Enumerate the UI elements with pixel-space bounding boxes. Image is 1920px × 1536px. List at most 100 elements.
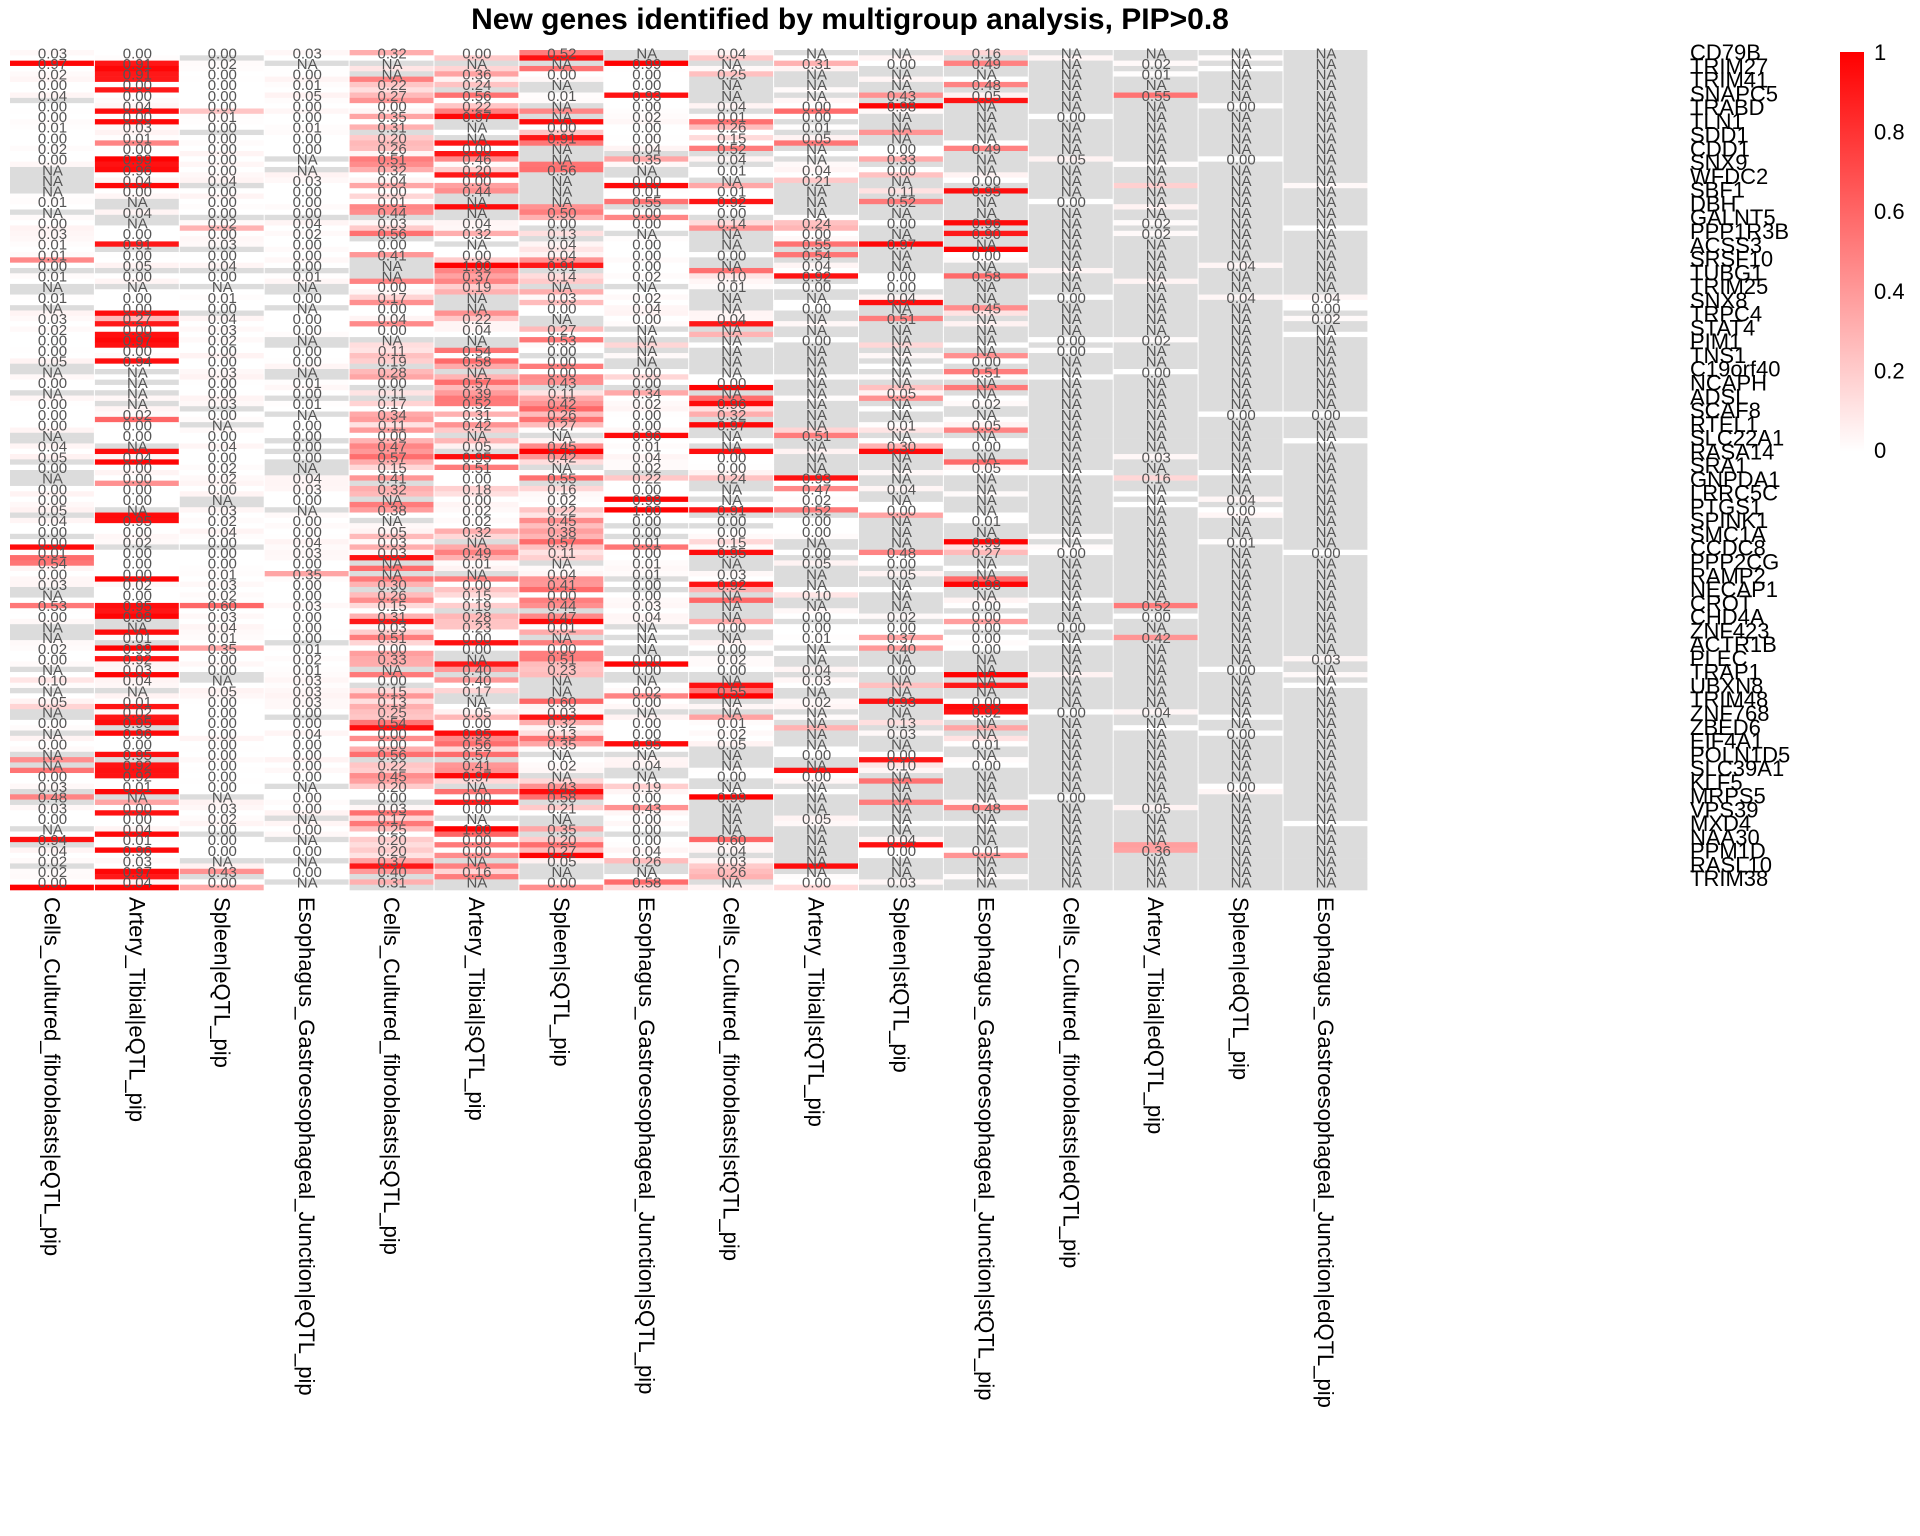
heatmap-cell — [1198, 299, 1283, 306]
heatmap-cell — [774, 363, 858, 370]
heatmap-cell — [1113, 422, 1198, 428]
heatmap-cell — [1028, 778, 1113, 784]
heatmap-cell — [10, 608, 94, 614]
heatmap-cell — [349, 634, 434, 641]
heatmap-cell — [179, 746, 264, 753]
heatmap-cell — [179, 124, 264, 131]
heatmap-cell — [604, 879, 689, 885]
heatmap-cell — [1198, 294, 1283, 301]
heatmap-cell — [689, 698, 774, 705]
heatmap-cell — [859, 209, 943, 216]
heatmap-cell — [1113, 470, 1198, 476]
heatmap-cell — [1113, 794, 1198, 800]
heatmap-cell — [604, 661, 689, 668]
heatmap-cell — [1028, 868, 1113, 875]
cell-value-label: 0.02 — [1142, 56, 1171, 73]
heatmap-cell — [774, 544, 858, 551]
heatmap-cell — [604, 363, 689, 370]
heatmap-cell — [434, 305, 519, 311]
heatmap-cell — [179, 156, 264, 162]
heatmap-cell — [689, 757, 774, 763]
heatmap-cell — [519, 735, 604, 742]
heatmap-cell — [519, 528, 604, 535]
heatmap-cell — [1283, 852, 1368, 859]
heatmap-cell — [774, 879, 858, 885]
heatmap-cell — [774, 767, 858, 774]
heatmap-cell — [689, 634, 774, 641]
heatmap-cell — [1198, 262, 1283, 269]
heatmap-cell — [859, 698, 943, 705]
heatmap-cell — [349, 618, 434, 625]
heatmap-cell — [519, 656, 604, 662]
heatmap-cell — [94, 278, 179, 285]
heatmap-cell — [604, 517, 689, 524]
heatmap-cell — [1198, 703, 1283, 710]
heatmap-cell — [1113, 714, 1198, 721]
heatmap-cell — [434, 586, 519, 593]
heatmap-cell — [1113, 262, 1198, 269]
heatmap-cell — [1283, 544, 1368, 551]
heatmap-cell — [519, 677, 604, 683]
heatmap-cell — [859, 257, 943, 263]
heatmap-cell — [1198, 305, 1283, 311]
heatmap-cell — [774, 384, 858, 391]
heatmap-cell — [519, 182, 604, 189]
heatmap-cell — [434, 858, 519, 864]
heatmap-cell — [264, 842, 349, 848]
heatmap-cell — [1028, 358, 1113, 364]
heatmap-cell — [1283, 735, 1368, 742]
heatmap-cell — [519, 847, 604, 854]
heatmap-cell — [349, 278, 434, 285]
heatmap-cell — [689, 804, 774, 811]
heatmap-cell — [434, 661, 519, 668]
heatmap-cell — [774, 464, 858, 471]
heatmap-cell — [1283, 592, 1368, 598]
heatmap-cell — [94, 571, 179, 577]
heatmap-cell — [179, 884, 264, 891]
heatmap-cell — [774, 342, 858, 349]
heatmap-cell — [349, 842, 434, 848]
heatmap-cell — [689, 166, 774, 173]
heatmap-cell — [10, 523, 94, 529]
heatmap-cell — [519, 533, 604, 540]
heatmap-cell — [94, 400, 179, 407]
heatmap-cell — [1113, 321, 1198, 327]
heatmap-cell — [943, 422, 1028, 428]
heatmap-cell — [94, 879, 179, 885]
heatmap-cell — [179, 76, 264, 83]
heatmap-cell — [94, 672, 179, 678]
heatmap-cell — [349, 273, 434, 279]
heatmap-cell — [604, 257, 689, 263]
cell-value-label: 0.31 — [802, 56, 831, 73]
heatmap-cell — [943, 454, 1028, 460]
heatmap-cell — [1028, 432, 1113, 439]
heatmap-cell — [519, 305, 604, 311]
heatmap-cell — [10, 661, 94, 668]
heatmap-cell — [519, 267, 604, 274]
heatmap-cell — [264, 586, 349, 593]
heatmap-cell — [604, 693, 689, 699]
heatmap-cell — [179, 214, 264, 221]
heatmap-cell — [519, 560, 604, 566]
heatmap-cell — [1113, 230, 1198, 237]
heatmap-cell — [1198, 71, 1283, 77]
heatmap-cell — [179, 321, 264, 327]
heatmap-cell — [264, 315, 349, 322]
heatmap-cell — [179, 709, 264, 715]
heatmap-cell — [1198, 831, 1283, 838]
heatmap-cell — [604, 842, 689, 848]
heatmap-cell — [10, 645, 94, 652]
heatmap-cell — [774, 177, 858, 184]
heatmap-cell — [10, 549, 94, 556]
heatmap-cell — [349, 315, 434, 322]
legend-tick-label: 0.8 — [1874, 120, 1905, 145]
heatmap-cell — [519, 400, 604, 407]
heatmap-cell — [10, 448, 94, 455]
heatmap-cell — [264, 741, 349, 747]
heatmap-cell — [1198, 384, 1283, 391]
heatmap-cell — [689, 618, 774, 625]
heatmap-cell — [349, 326, 434, 333]
heatmap-cell — [264, 714, 349, 721]
heatmap-cell — [264, 464, 349, 471]
heatmap-cell — [179, 310, 264, 317]
